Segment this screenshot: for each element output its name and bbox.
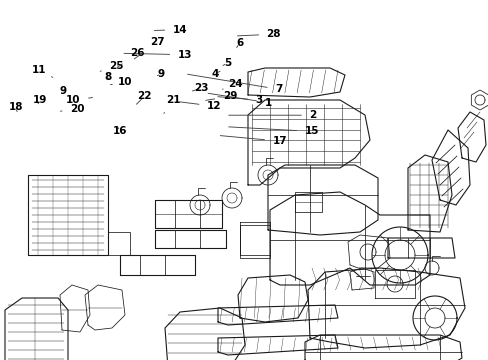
Text: 24: 24	[222, 78, 243, 89]
Text: 13: 13	[124, 50, 192, 60]
Text: 11: 11	[32, 65, 53, 77]
Text: 25: 25	[100, 60, 123, 71]
Text: 7: 7	[187, 74, 282, 94]
Text: 22: 22	[136, 91, 151, 104]
Text: 28: 28	[237, 29, 281, 39]
Text: 10: 10	[66, 95, 92, 105]
Text: 10: 10	[110, 77, 132, 87]
Text: 20: 20	[61, 104, 84, 114]
Text: 26: 26	[117, 48, 144, 67]
Text: 16: 16	[112, 126, 127, 136]
Text: 8: 8	[104, 72, 111, 82]
Text: 9: 9	[59, 86, 66, 96]
Text: 9: 9	[157, 69, 164, 79]
Text: 23: 23	[192, 83, 208, 93]
Text: 12: 12	[180, 101, 221, 111]
Text: 5: 5	[223, 58, 230, 68]
Text: 1: 1	[208, 93, 271, 108]
Text: 2: 2	[228, 110, 316, 120]
Text: 27: 27	[134, 37, 164, 59]
Text: 17: 17	[220, 136, 286, 146]
Text: 21: 21	[163, 95, 181, 113]
Text: 6: 6	[236, 38, 243, 48]
Text: 18: 18	[8, 102, 23, 112]
Text: 14: 14	[154, 24, 187, 35]
Text: 4: 4	[211, 69, 220, 79]
Text: 3: 3	[218, 95, 262, 105]
Text: 15: 15	[228, 126, 319, 136]
Text: 29: 29	[205, 91, 237, 102]
Text: 19: 19	[33, 95, 47, 105]
